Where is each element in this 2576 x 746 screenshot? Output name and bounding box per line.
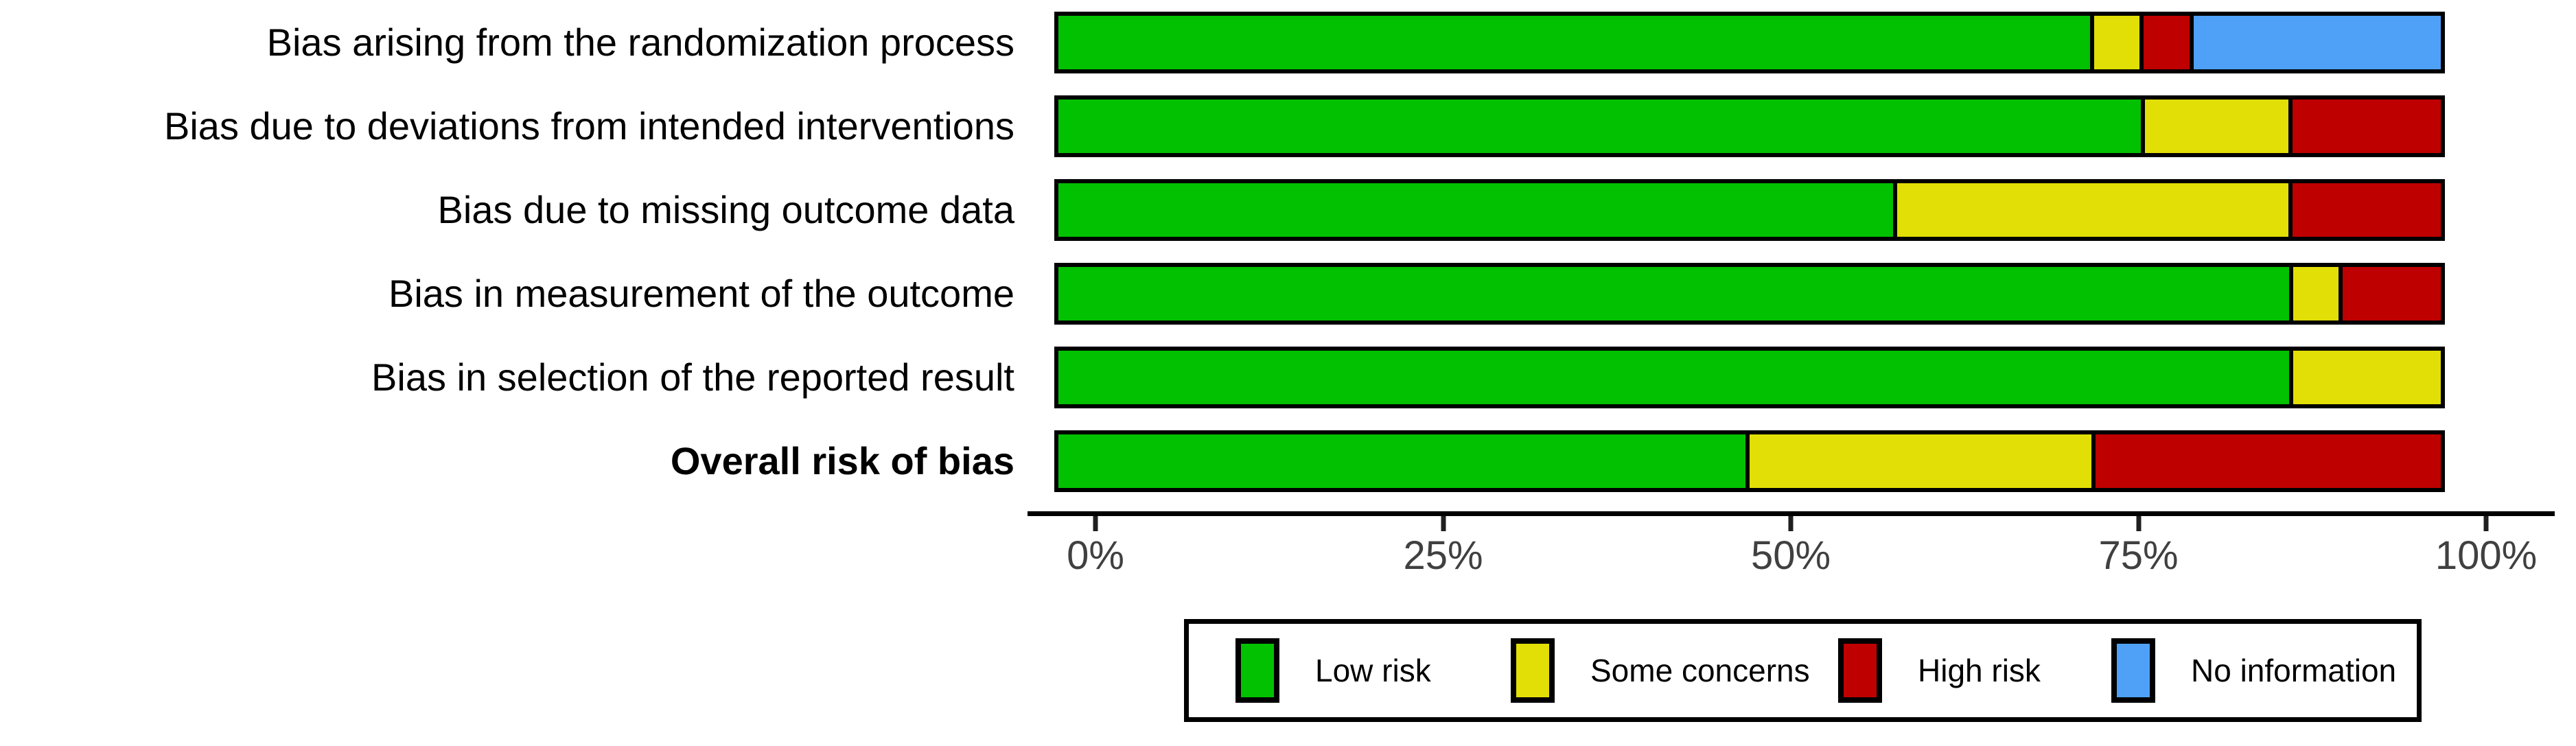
- x-axis-tick-75-: [2136, 516, 2141, 531]
- legend-item-high-risk: High risk: [1838, 624, 2041, 717]
- segment-some-concerns: [2293, 267, 2343, 320]
- segment-some-concerns: [1897, 183, 2293, 237]
- segment-low-risk: [1058, 351, 2293, 404]
- stacked-bar-bias-arising-from-the-randomization-process: [1054, 12, 2445, 73]
- x-axis-tick-label-75-: 75%: [2098, 533, 2179, 578]
- segment-low-risk: [1058, 100, 2145, 153]
- legend-label-no-information: No information: [2191, 653, 2397, 688]
- segment-low-risk: [1058, 434, 1750, 488]
- x-axis-tick-label-50-: 50%: [1750, 533, 1831, 578]
- segment-high-risk: [2144, 16, 2194, 69]
- legend-label-high-risk: High risk: [1918, 653, 2041, 688]
- legend-swatch-high-risk: [1838, 638, 1882, 703]
- bar-row: Bias in measurement of the outcome: [0, 263, 2445, 325]
- category-label-bias-due-to-missing-outcome-data: Bias due to missing outcome data: [437, 188, 1014, 231]
- x-axis-tick-0-: [1093, 516, 1098, 531]
- bar-row: Bias in selection of the reported result: [0, 347, 2445, 408]
- legend-label-some-concerns: Some concerns: [1590, 653, 1810, 688]
- segment-some-concerns: [2093, 16, 2144, 69]
- segment-some-concerns: [2293, 351, 2441, 404]
- x-axis-tick-labels: 0% 25% 50% 75% 100%: [1067, 533, 2537, 578]
- legend-item-no-information: No information: [2111, 624, 2396, 717]
- legend-swatch-low-risk: [1235, 638, 1279, 703]
- segment-low-risk: [1058, 183, 1898, 237]
- x-axis-tick-50-: [1788, 516, 1794, 531]
- segment-some-concerns: [2145, 100, 2293, 153]
- segment-high-risk: [2293, 100, 2441, 153]
- stacked-bar-overall-risk-of-bias: [1054, 430, 2445, 492]
- segment-high-risk: [2293, 183, 2441, 237]
- x-axis-tick-label-0-: 0%: [1067, 533, 1124, 578]
- segment-high-risk: [2343, 267, 2441, 320]
- x-axis-ticks: [1093, 516, 2489, 531]
- legend-label-low-risk: Low risk: [1315, 653, 1431, 688]
- legend: Low risk Some concerns High risk No informa…: [1184, 619, 2422, 722]
- category-label-bias-due-to-deviations-from-intended-interventions: Bias due to deviations from intended int…: [164, 104, 1014, 148]
- x-axis-tick-100-: [2483, 516, 2489, 531]
- bar-row: Overall risk of bias: [0, 430, 2445, 492]
- stacked-bar-bias-in-measurement-of-the-outcome: [1054, 263, 2445, 325]
- segment-no-information: [2193, 16, 2441, 69]
- segment-high-risk: [2095, 434, 2441, 488]
- x-axis-tick-label-100-: 100%: [2435, 533, 2538, 578]
- bar-row: Bias due to deviations from intended int…: [0, 95, 2445, 157]
- stacked-bar-bias-due-to-deviations-from-intended-interventions: [1054, 95, 2445, 157]
- category-label-bias-arising-from-the-randomization-process: Bias arising from the randomization proc…: [266, 21, 1014, 64]
- segment-some-concerns: [1750, 434, 2096, 488]
- legend-swatch-some-concerns: [1511, 638, 1555, 703]
- segment-low-risk: [1058, 267, 2293, 320]
- bar-row: Bias due to missing outcome data: [0, 179, 2445, 241]
- bar-row: Bias arising from the randomization proc…: [0, 12, 2445, 73]
- bar-rows: Bias arising from the randomization proc…: [0, 12, 2445, 514]
- x-axis-line: [1028, 511, 2555, 516]
- stacked-bar-bias-in-selection-of-the-reported-result: [1054, 347, 2445, 408]
- stacked-bar-bias-due-to-missing-outcome-data: [1054, 179, 2445, 241]
- segment-low-risk: [1058, 16, 2094, 69]
- category-label-bias-in-measurement-of-the-outcome: Bias in measurement of the outcome: [388, 272, 1014, 315]
- category-label-overall-risk-of-bias: Overall risk of bias: [670, 439, 1014, 482]
- legend-item-low-risk: Low risk: [1235, 624, 1431, 717]
- x-axis-tick-label-25-: 25%: [1403, 533, 1483, 578]
- category-label-bias-in-selection-of-the-reported-result: Bias in selection of the reported result: [371, 355, 1014, 399]
- legend-item-some-concerns: Some concerns: [1511, 624, 1810, 717]
- x-axis-tick-25-: [1441, 516, 1446, 531]
- legend-swatch-no-information: [2111, 638, 2155, 703]
